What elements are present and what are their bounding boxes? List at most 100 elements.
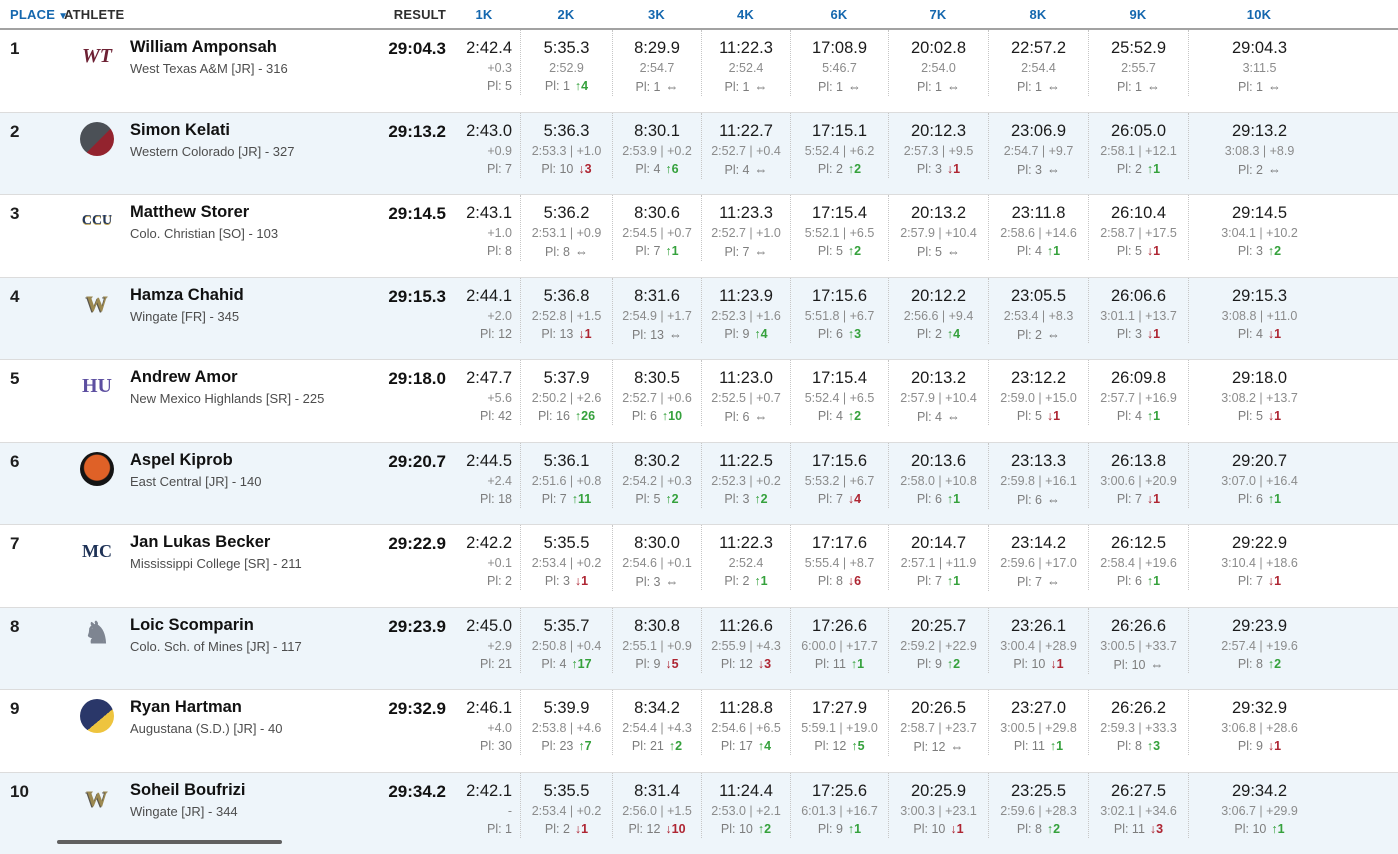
split-place-label: Pl: 7 — [1117, 492, 1142, 506]
place-down-icon: ↓1 — [1047, 409, 1060, 423]
split-time: 8:31.6 — [613, 286, 701, 306]
athlete-team: Western Colorado [JR] - 327 — [130, 144, 360, 159]
column-header-result[interactable]: RESULT — [360, 7, 448, 22]
athlete-name[interactable]: Simon Kelati — [130, 121, 360, 140]
athlete-name[interactable]: William Amponsah — [130, 38, 360, 57]
split-pace-diff: 2:57.1 | +11.9 — [889, 555, 988, 572]
athlete-name[interactable]: Soheil Boufrizi — [130, 781, 360, 800]
place-same-icon: ⇔ — [947, 244, 960, 259]
split-pace-diff: 3:07.0 | +16.4 — [1189, 473, 1330, 490]
split-time: 23:11.8 — [989, 203, 1088, 223]
place-up-icon: ↑1 — [848, 822, 861, 836]
split-place: Pl: 5↑2 — [791, 243, 888, 260]
athlete-name[interactable]: Andrew Amor — [130, 368, 360, 387]
split-place-label: Pl: 3 — [1117, 327, 1142, 341]
place-up-icon: ↑2 — [758, 822, 771, 836]
split-pace-diff: 2:53.4 | +0.2 — [521, 803, 612, 820]
split-place: Pl: 12 — [448, 326, 512, 343]
place-up-icon: ↑2 — [754, 492, 767, 506]
column-header-split-10k[interactable]: 10K — [1188, 7, 1330, 22]
column-header-split-8k[interactable]: 8K — [988, 7, 1088, 22]
athlete-team: East Central [JR] - 140 — [130, 474, 360, 489]
split-time: 29:23.9 — [1189, 616, 1330, 636]
split-time: 5:35.7 — [521, 616, 612, 636]
team-logo-cell: CCU — [64, 195, 130, 239]
split-place-label: Pl: 9 — [724, 327, 749, 341]
column-header-split-1k[interactable]: 1K — [448, 7, 520, 22]
athlete-name[interactable]: Hamza Chahid — [130, 286, 360, 305]
split-time: 2:45.0 — [448, 616, 512, 636]
column-header-place[interactable]: PLACE▼ — [0, 7, 64, 22]
split-place-label: Pl: 8 — [545, 245, 570, 259]
table-row: 5 HU Andrew Amor New Mexico Highlands [S… — [0, 359, 1398, 442]
split-time: 17:15.6 — [791, 286, 888, 306]
split-place-label: Pl: 5 — [1238, 409, 1263, 423]
split-place: Pl: 4↑1 — [989, 243, 1088, 260]
split-pace-diff: 2:52.4 — [702, 555, 790, 572]
split-time: 2:42.2 — [448, 533, 512, 553]
split-pace-diff: 2:59.6 | +28.3 — [989, 803, 1088, 820]
athlete-cell: Soheil Boufrizi Wingate [JR] - 344 — [130, 773, 360, 819]
split-place: Pl: 6↑1 — [889, 491, 988, 508]
place-same-icon: ⇔ — [947, 409, 960, 424]
place-up-icon: ↑1 — [1147, 409, 1160, 423]
place-down-icon: ↓1 — [575, 822, 588, 836]
place-down-icon: ↓5 — [665, 657, 678, 671]
place-number: 5 — [0, 360, 64, 389]
split-time: 2:46.1 — [448, 698, 512, 718]
place-number: 6 — [0, 443, 64, 472]
split-pace-diff: 3:08.8 | +11.0 — [1189, 308, 1330, 325]
column-header-place-label: PLACE — [10, 7, 55, 22]
athlete-cell: Hamza Chahid Wingate [FR] - 345 — [130, 278, 360, 324]
split-place-label: Pl: 1 — [487, 822, 512, 836]
split-pace-diff: 2:52.8 | +1.5 — [521, 308, 612, 325]
place-down-icon: ↓3 — [578, 162, 591, 176]
athlete-name[interactable]: Ryan Hartman — [130, 698, 360, 717]
athlete-name[interactable]: Aspel Kiprob — [130, 451, 360, 470]
place-up-icon: ↑2 — [665, 492, 678, 506]
split-place-label: Pl: 8 — [1017, 822, 1042, 836]
split-time: 26:12.5 — [1089, 533, 1188, 553]
split-place-label: Pl: 7 — [1017, 575, 1042, 589]
split-pace-diff: +2.4 — [448, 473, 512, 490]
column-header-split-3k[interactable]: 3K — [612, 7, 701, 22]
place-up-icon: ↑1 — [1147, 574, 1160, 588]
split-place-label: Pl: 13 — [541, 327, 573, 341]
athlete-name[interactable]: Loic Scomparin — [130, 616, 360, 635]
athlete-name[interactable]: Jan Lukas Becker — [130, 533, 360, 552]
athlete-name[interactable]: Matthew Storer — [130, 203, 360, 222]
result-time: 29:15.3 — [360, 278, 448, 307]
column-header-split-7k[interactable]: 7K — [888, 7, 988, 22]
column-header-split-2k[interactable]: 2K — [520, 7, 612, 22]
mississippi-college-logo: MC — [75, 533, 119, 569]
team-logo-cell: HU — [64, 360, 130, 404]
split-place-label: Pl: 4 — [635, 162, 660, 176]
split-pace-diff: 2:59.0 | +15.0 — [989, 390, 1088, 407]
column-header-split-9k[interactable]: 9K — [1088, 7, 1188, 22]
column-header-athlete[interactable]: ATHLETE — [64, 7, 360, 22]
split-pace-diff: 2:54.7 | +9.7 — [989, 143, 1088, 160]
horizontal-scrollbar-thumb[interactable] — [57, 840, 282, 844]
place-same-icon: ⇔ — [1047, 492, 1060, 507]
split-pace-diff: 2:54.0 — [889, 60, 988, 77]
column-header-split-4k[interactable]: 4K — [701, 7, 790, 22]
athlete-team: Colo. Christian [SO] - 103 — [130, 226, 360, 241]
split-place: Pl: 2⇔ — [1189, 161, 1330, 179]
column-header-split-6k[interactable]: 6K — [790, 7, 888, 22]
split-pace-diff: 2:52.9 — [521, 60, 612, 77]
split-time: 5:39.9 — [521, 698, 612, 718]
